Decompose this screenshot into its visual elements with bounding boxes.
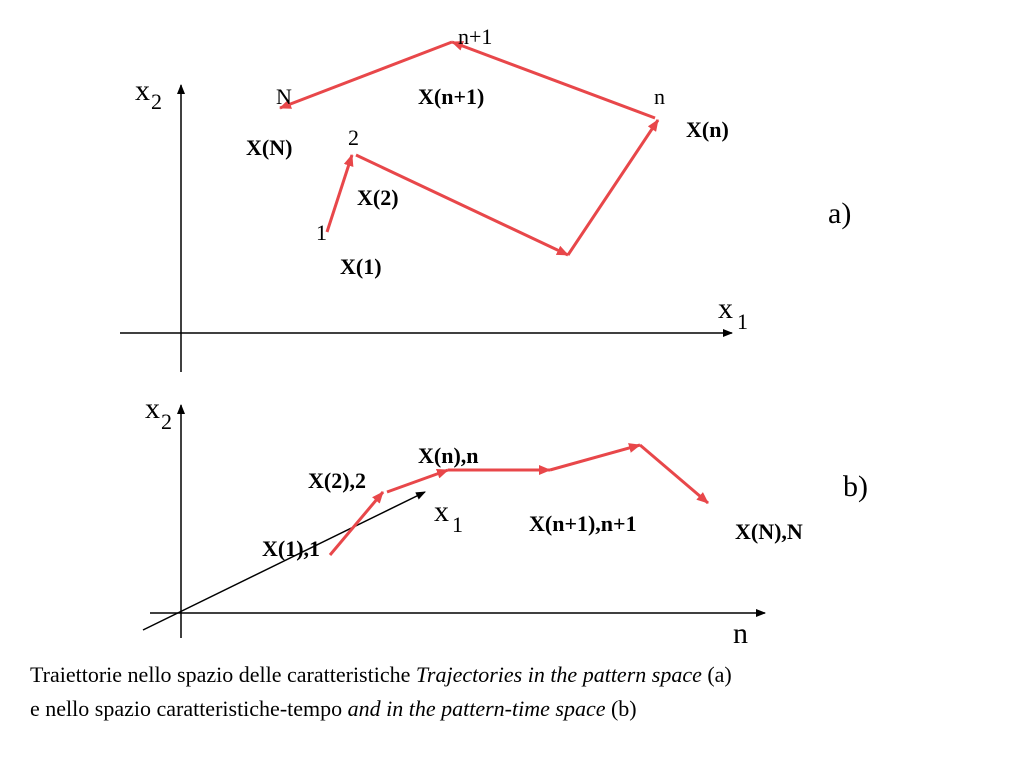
point-label: 2 (348, 125, 359, 150)
state-label: X(2) (357, 185, 399, 210)
panel-label: a) (828, 197, 851, 230)
axis-label: x (434, 495, 449, 528)
panel-b-axes (142, 404, 766, 638)
state-label: X(N),N (735, 519, 803, 544)
state-label: X(2),2 (308, 468, 366, 493)
axis-subscript: 1 (737, 309, 748, 334)
panel-label: b) (843, 470, 868, 503)
panel-a-trajectory (279, 40, 660, 257)
point-label: N (276, 84, 292, 109)
state-label: X(1),1 (262, 536, 320, 561)
state-label: X(1) (340, 254, 382, 279)
axis-label: n (733, 617, 748, 650)
state-label: X(n) (686, 117, 729, 142)
point-label: n (654, 84, 665, 109)
point-label: 1 (316, 220, 327, 245)
caption-text: and in the pattern-time space (348, 696, 606, 721)
axis-subscript: 1 (452, 512, 463, 537)
axis-subscript: 2 (161, 409, 172, 434)
caption-text: e nello spazio caratteristiche-tempo (30, 696, 348, 721)
caption-line: e nello spazio caratteristiche-tempo and… (30, 696, 637, 721)
panel-a-axes (120, 84, 733, 372)
caption-text: Trajectories in the pattern space (416, 662, 702, 687)
caption-text: Traiettorie nello spazio delle caratteri… (30, 662, 416, 687)
caption-line: Traiettorie nello spazio delle caratteri… (30, 662, 732, 687)
axis-label: x (145, 392, 160, 425)
axis-subscript: 2 (151, 89, 162, 114)
caption-text: (b) (605, 696, 636, 721)
axis-label: x (718, 292, 733, 325)
caption-text: (a) (702, 662, 732, 687)
state-label: X(n),n (418, 443, 479, 468)
state-label: X(N) (246, 135, 292, 160)
panel-b-trajectory (328, 443, 709, 556)
point-label: n+1 (458, 24, 492, 49)
state-label: X(n+1),n+1 (529, 511, 637, 536)
state-label: X(n+1) (418, 84, 484, 109)
axis-label: x (135, 74, 150, 107)
